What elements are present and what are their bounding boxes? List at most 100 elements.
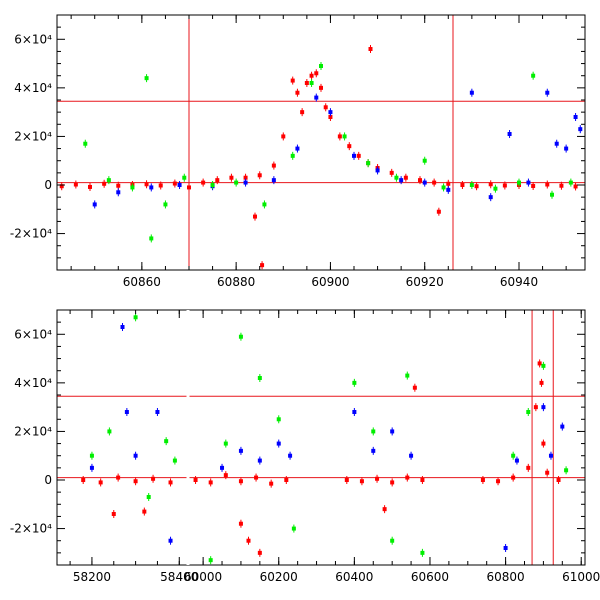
data-point (106, 178, 111, 183)
data-point (560, 424, 565, 429)
data-point (168, 538, 173, 543)
data-point (234, 180, 239, 185)
data-point (133, 315, 138, 320)
data-point (352, 410, 357, 414)
data-point (208, 558, 213, 563)
data-point (480, 478, 485, 482)
data-point (578, 127, 583, 132)
data-point (290, 153, 295, 158)
data-point (548, 453, 553, 458)
data-point (337, 134, 342, 139)
data-point (92, 202, 97, 207)
data-point (420, 550, 425, 555)
x-tick-label: 60880 (217, 275, 255, 289)
data-point (300, 110, 305, 115)
data-point (309, 81, 314, 85)
data-point (81, 478, 86, 482)
data-point (210, 183, 215, 187)
data-point (314, 71, 319, 76)
plot-area (57, 310, 585, 565)
data-point (347, 144, 352, 149)
series-group (59, 45, 578, 270)
x-tick-label: 58400 (160, 570, 198, 584)
data-point (368, 47, 373, 51)
series-group (83, 62, 573, 243)
data-point (304, 81, 309, 85)
data-point (526, 180, 531, 185)
data-point (262, 202, 267, 207)
data-point (89, 453, 94, 458)
data-point (573, 115, 578, 119)
data-point (359, 479, 364, 484)
data-point (474, 184, 479, 189)
data-point (493, 186, 498, 191)
y-tick-label: -2×10⁴ (10, 522, 52, 536)
data-point (163, 202, 168, 207)
data-point (564, 146, 569, 151)
y-tick-label: -2×10⁴ (10, 227, 52, 241)
data-point (220, 465, 225, 470)
data-point (215, 178, 220, 183)
data-point (418, 178, 422, 183)
data-point (422, 180, 427, 185)
data-point (412, 385, 417, 390)
data-point (89, 465, 94, 470)
data-point (550, 192, 554, 197)
data-point (243, 180, 248, 185)
data-point (276, 441, 281, 446)
series-group (92, 88, 583, 209)
data-point (323, 105, 328, 110)
data-point (172, 458, 177, 463)
data-point (405, 373, 410, 378)
data-point (238, 448, 243, 453)
data-point (389, 170, 394, 175)
data-point (120, 325, 125, 329)
data-point (88, 184, 92, 189)
data-point (116, 190, 121, 195)
data-point (375, 476, 380, 481)
data-point (403, 175, 408, 180)
data-point (172, 181, 177, 186)
data-point (142, 509, 147, 514)
data-point (149, 236, 154, 241)
data-point (446, 187, 451, 192)
data-point (541, 441, 546, 446)
data-point (144, 182, 149, 187)
series-group (89, 323, 565, 552)
data-point (371, 429, 376, 434)
plot-frame (56, 309, 586, 566)
data-point (541, 405, 546, 410)
data-point (319, 64, 323, 68)
x-tick-label: 60800 (487, 570, 525, 584)
data-point (182, 175, 187, 180)
data-point (526, 410, 531, 414)
data-point (314, 95, 319, 100)
series-group (89, 313, 569, 565)
data-point (253, 214, 257, 219)
data-point (295, 90, 300, 95)
data-point (59, 184, 64, 189)
data-point (446, 181, 451, 186)
x-tick-label: 60400 (335, 570, 373, 584)
data-point (502, 183, 507, 188)
top-panel: -2×10⁴ 0 2×10⁴ 4×10⁴ 6×10⁴ 60860 60880 60900 609… (10, 14, 586, 289)
data-point (133, 453, 138, 458)
data-point (328, 110, 333, 115)
data-point (526, 465, 531, 470)
data-point (271, 163, 276, 168)
data-point (328, 115, 333, 119)
data-point (390, 429, 395, 434)
data-point (246, 538, 251, 543)
data-point (269, 481, 274, 486)
data-point (545, 470, 550, 475)
data-point (177, 183, 182, 187)
x-tick-label: 61000 (562, 570, 600, 584)
data-point (422, 158, 427, 163)
data-point (344, 478, 349, 482)
data-point (257, 173, 262, 178)
data-point (366, 161, 371, 166)
data-point (257, 458, 262, 463)
data-point (541, 363, 546, 368)
data-point (511, 475, 516, 480)
